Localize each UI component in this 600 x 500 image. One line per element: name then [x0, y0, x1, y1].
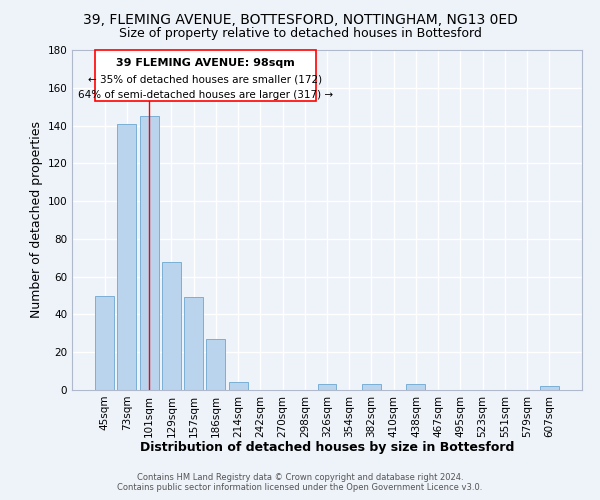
Bar: [229, 382, 248, 390]
Bar: [95, 296, 114, 390]
Text: ← 35% of detached houses are smaller (172): ← 35% of detached houses are smaller (17…: [88, 74, 322, 85]
FancyBboxPatch shape: [95, 50, 316, 101]
Bar: [406, 384, 425, 390]
Bar: [317, 384, 337, 390]
Text: Size of property relative to detached houses in Bottesford: Size of property relative to detached ho…: [119, 28, 481, 40]
Text: Contains HM Land Registry data © Crown copyright and database right 2024.
Contai: Contains HM Land Registry data © Crown c…: [118, 473, 482, 492]
Text: 39 FLEMING AVENUE: 98sqm: 39 FLEMING AVENUE: 98sqm: [116, 58, 295, 68]
X-axis label: Distribution of detached houses by size in Bottesford: Distribution of detached houses by size …: [140, 441, 514, 454]
Bar: [140, 116, 158, 390]
Bar: [162, 262, 181, 390]
Bar: [118, 124, 136, 390]
Y-axis label: Number of detached properties: Number of detached properties: [30, 122, 43, 318]
Text: 64% of semi-detached houses are larger (317) →: 64% of semi-detached houses are larger (…: [77, 90, 333, 100]
Text: 39, FLEMING AVENUE, BOTTESFORD, NOTTINGHAM, NG13 0ED: 39, FLEMING AVENUE, BOTTESFORD, NOTTINGH…: [83, 12, 517, 26]
Bar: [540, 386, 559, 390]
Bar: [184, 298, 203, 390]
Bar: [362, 384, 381, 390]
Bar: [206, 339, 225, 390]
